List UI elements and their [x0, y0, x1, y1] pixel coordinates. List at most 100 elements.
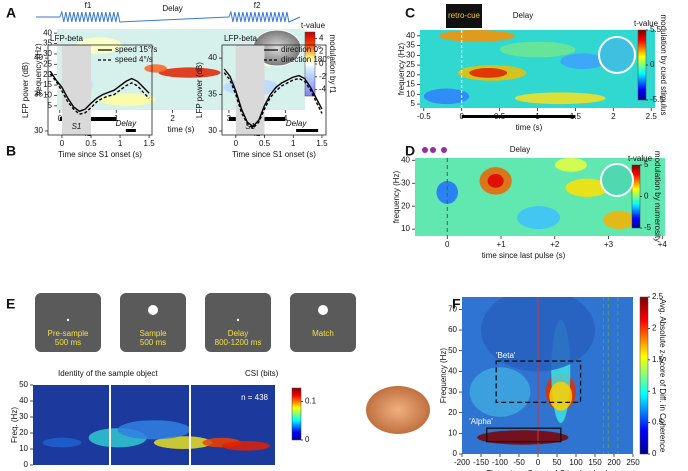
epoch-duration: 500 ms — [140, 338, 166, 347]
annotation: S1 — [72, 122, 82, 131]
panel-title: LFP-beta — [50, 34, 83, 43]
y-axis-label: Freq. (Hz) — [10, 407, 19, 443]
colorbar-tick-label: 0 — [319, 59, 324, 68]
screen-icon — [236, 318, 240, 322]
x-tick-label: +2 — [550, 240, 560, 249]
panel-title: LFP-beta — [224, 34, 257, 43]
y-tick-label: 40 — [34, 53, 43, 62]
colorbar-label: t-value — [628, 154, 653, 163]
panel-letter: C — [405, 5, 415, 21]
colorbar-tick-label: -4 — [319, 85, 327, 94]
x-tick-label: 0 — [234, 139, 239, 148]
x-tick-label: 1 — [291, 139, 296, 148]
colorbar-tick-label: 1 — [652, 386, 657, 395]
x-tick-label: +1 — [496, 240, 506, 249]
heatmap-blob — [438, 30, 515, 42]
cue-label: retro-cue — [448, 11, 481, 20]
x-tick-label: +3 — [604, 240, 614, 249]
x-tick-label: 2 — [170, 114, 175, 123]
heatmap-blob — [514, 92, 606, 105]
stimulus-label: f1 — [85, 1, 92, 10]
x-tick-label: -150 — [473, 458, 490, 467]
heatmap-blob — [565, 178, 609, 197]
x-axis-label: Time since S1 onset (s) — [232, 150, 316, 159]
x-tick-label: 0 — [536, 458, 541, 467]
x-axis-label: Time since S1 onset (s) — [58, 150, 142, 159]
y-tick-label: 10 — [19, 444, 28, 453]
plot-frame — [47, 44, 153, 136]
pulse-marker — [430, 147, 436, 153]
colorbar-title: modulation by numerosity — [653, 151, 662, 242]
x-tick-label: 0 — [60, 139, 65, 148]
y-axis-label: frequency (Hz) — [34, 43, 43, 96]
epoch-duration: 500 ms — [55, 338, 81, 347]
panel-letter: A — [6, 5, 16, 21]
epoch-label: Delay — [228, 329, 248, 338]
region-label: 'Alpha' — [469, 417, 493, 426]
heatmap-blob — [42, 437, 82, 448]
y-axis-label: frequency (Hz) — [392, 170, 401, 223]
colorbar-tick-label: 0 — [650, 60, 655, 69]
delay-bar — [125, 129, 136, 132]
heatmap — [33, 385, 275, 465]
pulse-marker — [422, 147, 428, 153]
epoch-label: Sample — [139, 329, 167, 338]
x-tick-label: 0.5 — [259, 139, 271, 148]
heatmap-blob — [499, 41, 576, 58]
y-tick-label: 10 — [401, 224, 410, 233]
y-tick-label: 10 — [448, 428, 457, 437]
y-tick-label: 40 — [208, 53, 217, 62]
annotation: Delay — [286, 119, 307, 128]
epoch-screen — [290, 293, 356, 352]
delay-bar — [296, 129, 319, 132]
y-axis-label: LFP power (dB) — [195, 62, 204, 118]
region-label: 'Beta' — [496, 351, 516, 360]
y-tick-label: 15 — [406, 80, 415, 89]
legend-label: speed 4°/s — [115, 55, 153, 64]
y-tick-label: 70 — [448, 305, 457, 314]
x-tick-label: 1.5 — [316, 139, 328, 148]
heatmap-blob — [154, 436, 213, 449]
colorbar-tick-label: 2.5 — [652, 292, 664, 301]
heatmap-blob — [477, 430, 569, 445]
heatmap-blob — [549, 381, 573, 411]
plot-frame — [221, 44, 327, 136]
colorbar-tick-label: -2 — [319, 72, 327, 81]
heatmap-blob — [517, 206, 561, 230]
epoch-label: Match — [312, 329, 334, 338]
panel-title: Delay — [513, 11, 533, 20]
heatmap-blob — [221, 441, 271, 451]
annotation: S1 — [245, 122, 255, 131]
x-tick-label: 0 — [445, 240, 450, 249]
y-tick-label: 40 — [43, 28, 52, 37]
colorbar — [631, 164, 641, 229]
stimulus-wave — [59, 10, 301, 23]
x-axis-label: time (s) — [168, 125, 195, 134]
colorbar-tick-label: 0.1 — [305, 397, 317, 406]
series-line — [223, 72, 323, 130]
series-line — [223, 68, 323, 128]
y-axis-label: LFP power (dB) — [21, 62, 30, 118]
heatmap-blob — [469, 68, 508, 78]
y-axis-label: frequency (Hz) — [397, 42, 406, 95]
x-tick-label: +4 — [658, 240, 668, 249]
epoch-screen — [205, 293, 271, 352]
x-tick-label: 2.5 — [646, 112, 658, 121]
x-tick-label: 200 — [607, 458, 621, 467]
panel-letter: B — [6, 143, 16, 159]
legend-label: direction 180° — [281, 55, 330, 64]
beta-box — [495, 360, 582, 404]
heatmap-blob — [158, 67, 221, 78]
series-line — [49, 70, 150, 113]
y-tick-label: 30 — [448, 387, 457, 396]
colorbar-tick-label: -5 — [644, 223, 652, 232]
x-axis-label: time (s) — [516, 123, 543, 132]
colorbar-tick-label: 1.5 — [652, 355, 664, 364]
colorbar — [637, 29, 647, 101]
panel-title: Identity of the sample object — [58, 369, 158, 378]
y-tick-label: 20 — [401, 201, 410, 210]
panel-letter: E — [6, 296, 15, 312]
epoch-label: Pre-sample — [48, 329, 89, 338]
y-tick-label: 20 — [406, 70, 415, 79]
